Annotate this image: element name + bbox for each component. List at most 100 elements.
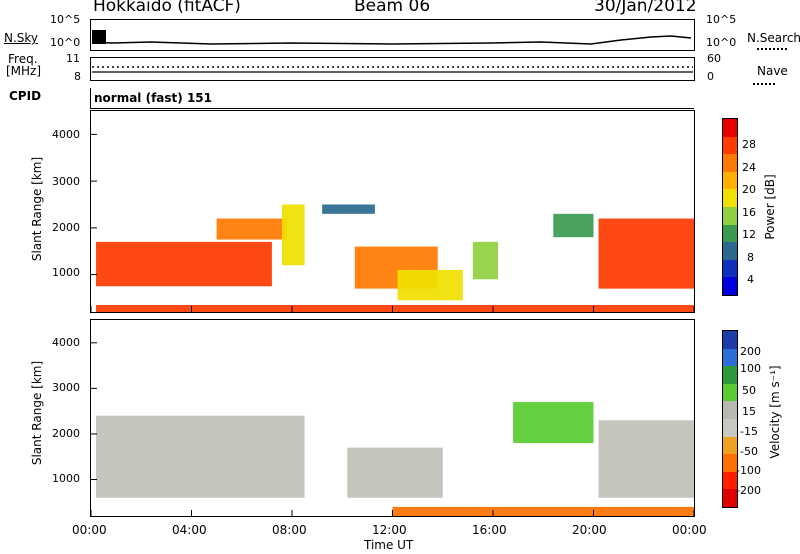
velocity-cbar-swatch <box>723 471 737 490</box>
power-heatmap <box>90 133 695 312</box>
power-region <box>397 269 463 301</box>
power-cbar-tick: 12 <box>742 228 756 241</box>
x-tick: 00:00 <box>72 523 107 537</box>
power-cbar-swatch <box>723 171 737 190</box>
nsearch-tick-high: 10^5 <box>706 13 737 26</box>
freq-label-2: [MHz] <box>6 64 42 78</box>
freq-tick-high: 11 <box>66 52 80 65</box>
freq-tick-low: 8 <box>74 70 81 83</box>
power-region <box>96 241 272 287</box>
x-tick: 00:00 <box>672 523 707 537</box>
nave-label: Nave <box>757 64 788 78</box>
power-cbar-swatch <box>723 154 737 172</box>
station-title: Hokkaido (fitACF) <box>93 0 241 16</box>
nsky-trace <box>92 30 692 45</box>
velocity-heatmap <box>90 342 695 516</box>
freq-panel <box>90 57 695 81</box>
power-cbar-swatch <box>723 259 737 278</box>
x-tick: 20:00 <box>572 523 607 537</box>
power-region <box>281 204 305 266</box>
power-cbar-swatch <box>723 277 737 295</box>
velocity-cbar-swatch <box>723 418 737 437</box>
freq-trace <box>92 66 693 73</box>
velocity-region <box>347 447 443 498</box>
x-tick: 08:00 <box>272 523 307 537</box>
power-region <box>553 213 594 238</box>
power-cbar-tick: 28 <box>742 138 756 151</box>
cpid-panel <box>90 88 694 109</box>
velocity-cbar-swatch <box>723 383 737 402</box>
velocity-cbar-swatch <box>723 331 737 349</box>
velocity-region <box>598 420 694 498</box>
velocity-region <box>513 402 594 444</box>
nave-tick-high: 60 <box>707 52 721 65</box>
nave-legend-line <box>753 83 775 85</box>
velocity-cbar-swatch <box>723 454 737 472</box>
power-cbar-label: Power [dB] <box>763 174 777 240</box>
power-ytick: 3000 <box>52 175 80 188</box>
velocity-cbar-tick: 100 <box>740 362 761 375</box>
velocity-panel <box>90 319 695 517</box>
date-title: 30/Jan/2012 <box>594 0 697 16</box>
power-ylabel: Slant Range [km] <box>30 156 44 262</box>
power-cbar-swatch <box>723 136 737 155</box>
power-cbar-swatch <box>723 224 737 243</box>
nsearch-tick-low: 10^0 <box>706 36 737 49</box>
nsearch-label: N.Search <box>747 31 800 45</box>
power-cbar-swatch <box>723 119 737 137</box>
velocity-ytick: 2000 <box>52 427 80 440</box>
power-region <box>322 204 375 214</box>
velocity-cbar-tick: -50 <box>740 445 758 458</box>
nsky-tick-low: 10^0 <box>50 36 81 49</box>
power-cbar-swatch <box>723 189 737 207</box>
velocity-ylabel: Slant Range [km] <box>30 360 44 466</box>
cpid-text: normal (fast) 151 <box>94 91 212 105</box>
velocity-region <box>96 415 305 498</box>
power-cbar-tick: 4 <box>747 273 754 286</box>
nsky-label: N.Sky <box>4 31 39 45</box>
velocity-cbar-tick: 200 <box>740 345 761 358</box>
power-ytick: 2000 <box>52 221 80 234</box>
velocity-cbar-swatch <box>723 348 737 367</box>
velocity-cbar-swatch <box>723 489 737 507</box>
velocity-ytick: 1000 <box>52 472 80 485</box>
power-region <box>472 241 499 280</box>
nsky-tick-high: 10^5 <box>50 13 81 26</box>
velocity-cbar-tick: -15 <box>740 425 758 438</box>
velocity-cbar-swatch <box>723 366 737 384</box>
power-region <box>96 304 694 312</box>
velocity-colorbar <box>722 330 738 508</box>
nsky-panel <box>90 19 695 51</box>
velocity-ytick: 4000 <box>52 336 80 349</box>
power-cbar-tick: 8 <box>747 251 754 264</box>
velocity-cbar-tick: -200 <box>736 484 761 497</box>
velocity-region <box>392 506 694 516</box>
velocity-cbar-tick: 50 <box>742 384 756 397</box>
power-region <box>216 218 287 240</box>
power-ytick: 4000 <box>52 128 80 141</box>
power-panel <box>90 110 695 313</box>
x-tick: 16:00 <box>472 523 507 537</box>
power-cbar-tick: 24 <box>742 161 756 174</box>
power-cbar-tick: 16 <box>742 206 756 219</box>
power-region <box>598 218 694 289</box>
velocity-cbar-swatch <box>723 401 737 419</box>
velocity-ytick: 3000 <box>52 381 80 394</box>
beam-title: Beam 06 <box>354 0 431 16</box>
power-colorbar <box>722 118 738 296</box>
power-cbar-swatch <box>723 242 737 260</box>
velocity-cbar-swatch <box>723 436 737 455</box>
velocity-cbar-tick: -100 <box>736 464 761 477</box>
nave-tick-low: 0 <box>707 70 714 83</box>
power-ytick: 1000 <box>52 266 80 279</box>
x-tick: 12:00 <box>372 523 407 537</box>
x-tick: 04:00 <box>172 523 207 537</box>
power-cbar-tick: 20 <box>742 183 756 196</box>
freq-label-1: Freq. <box>8 52 38 66</box>
power-cbar-swatch <box>723 206 737 225</box>
velocity-cbar-tick: 15 <box>742 405 756 418</box>
x-axis-label: Time UT <box>364 538 414 552</box>
cpid-label: CPID <box>9 89 42 103</box>
nsearch-legend-line <box>757 48 787 50</box>
velocity-cbar-label: Velocity [m s⁻¹] <box>768 365 782 459</box>
